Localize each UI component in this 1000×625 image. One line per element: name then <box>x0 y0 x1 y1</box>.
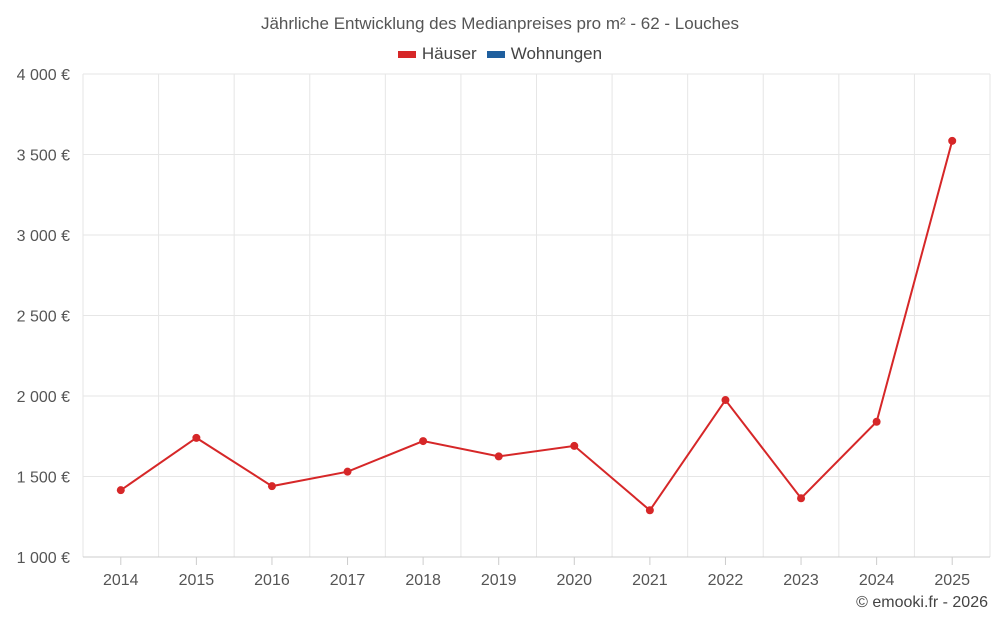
series-line-houses <box>120 140 954 512</box>
x-tick-label: 2025 <box>934 572 970 589</box>
copyright-credit: © emooki.fr - 2026 <box>856 594 988 611</box>
x-tick-label: 2022 <box>708 572 744 589</box>
x-tick-label: 2024 <box>859 572 895 589</box>
data-point-houses <box>721 396 730 405</box>
y-tick-label: 3 500 € <box>17 148 70 165</box>
legend-item-apartments[interactable]: Wohnungen <box>486 44 603 64</box>
y-tick-label: 1 500 € <box>17 470 70 487</box>
legend-swatch-houses <box>397 50 416 58</box>
x-tick-label: 2020 <box>556 572 592 589</box>
chart-title: Jährliche Entwicklung des Medianpreises … <box>260 14 740 33</box>
data-point-houses <box>797 494 806 503</box>
data-point-houses <box>192 433 201 442</box>
legend-label-apartments: Wohnungen <box>510 44 603 63</box>
chart-legend: Häuser Wohnungen <box>0 44 1000 64</box>
x-tick-label: 2018 <box>405 572 441 589</box>
x-tick-label: 2017 <box>330 572 366 589</box>
legend-label-houses: Häuser <box>421 44 477 63</box>
data-point-houses <box>116 486 125 495</box>
x-tick-label: 2023 <box>783 572 819 589</box>
legend-swatch-apartments <box>486 50 505 58</box>
data-point-houses <box>267 482 276 491</box>
data-point-houses <box>645 506 654 515</box>
y-tick-label: 3 000 € <box>17 228 70 245</box>
x-tick-label: 2021 <box>632 572 668 589</box>
y-tick-label: 4 000 € <box>17 67 70 84</box>
x-tick-label: 2015 <box>179 572 215 589</box>
y-tick-label: 2 000 € <box>17 389 70 406</box>
x-tick-label: 2014 <box>103 572 139 589</box>
data-point-houses <box>343 467 352 476</box>
data-point-houses <box>948 136 957 145</box>
legend-item-houses[interactable]: Häuser <box>397 44 477 64</box>
data-point-houses <box>872 417 881 426</box>
data-point-houses <box>494 452 503 461</box>
x-tick-label: 2019 <box>481 572 517 589</box>
data-point-houses <box>570 441 579 450</box>
y-tick-label: 2 500 € <box>17 309 70 326</box>
data-point-houses <box>419 437 428 446</box>
y-tick-label: 1 000 € <box>17 550 70 567</box>
x-tick-label: 2016 <box>254 572 290 589</box>
